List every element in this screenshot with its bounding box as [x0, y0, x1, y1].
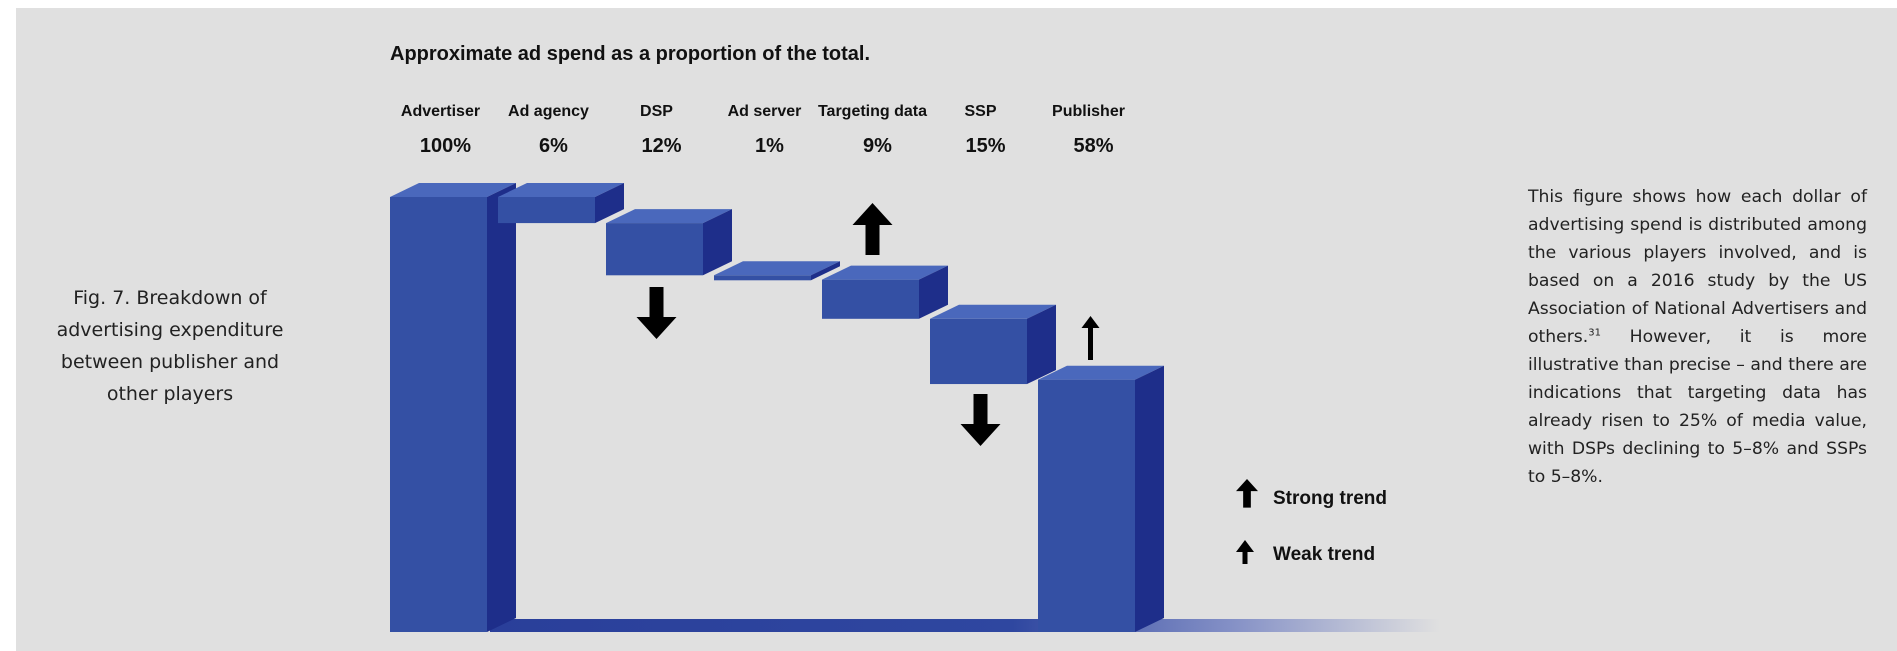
bar-ad-server — [714, 261, 840, 281]
category-label: SSP — [964, 103, 996, 120]
bar-publisher-front — [1038, 379, 1135, 632]
bar-ssp-front — [930, 318, 1027, 385]
legend-strong-trend-label: Strong trend — [1273, 488, 1387, 509]
bar-dsp-side — [703, 209, 732, 276]
bar-ad-agency-side — [595, 183, 624, 224]
chart-title: Approximate ad spend as a proportion of … — [390, 43, 870, 65]
description-text-cont: However, it is more illustrative than pr… — [1528, 327, 1867, 487]
strong-down-arrow-icon — [960, 394, 1001, 446]
value-label: 1% — [755, 135, 784, 157]
bar-advertiser-front — [390, 197, 487, 632]
bar-publisher-top — [1038, 365, 1164, 380]
bar-targeting-data-top — [822, 265, 948, 280]
category-label: Advertiser — [401, 103, 480, 120]
bar-ssp-side — [1027, 304, 1056, 385]
strong-down-arrow-icon — [636, 287, 677, 339]
bar-ad-agency-front — [498, 197, 595, 224]
bar-publisher-side — [1135, 365, 1164, 632]
weak-up-arrow-icon — [1081, 316, 1100, 360]
footnote-marker: 31 — [1588, 327, 1601, 339]
bar-ssp-top — [930, 304, 1056, 319]
bar-ad-server-top — [714, 261, 840, 276]
description-text: This figure shows how each dollar of adv… — [1528, 187, 1867, 347]
bar-publisher — [1038, 365, 1164, 632]
bar-advertiser-side — [487, 183, 516, 632]
bar-targeting-data — [822, 265, 948, 319]
legend-strong-trend-icon — [1236, 479, 1258, 508]
value-label: 100% — [420, 135, 471, 157]
bar-targeting-data-side — [919, 265, 948, 319]
bar-ad-agency-top — [498, 183, 624, 197]
bar-ad-server-front — [714, 275, 811, 281]
bar-advertiser-top — [390, 183, 516, 197]
category-label: Publisher — [1052, 103, 1125, 120]
figure-description: This figure shows how each dollar of adv… — [1528, 183, 1867, 491]
legend-weak-trend-icon — [1236, 540, 1254, 564]
bar-ssp — [930, 304, 1056, 385]
value-label: 6% — [539, 135, 568, 157]
figure-caption: Fig. 7. Breakdown of advertising expendi… — [56, 287, 284, 405]
legend-weak-trend-label: Weak trend — [1273, 544, 1375, 565]
bar-dsp-top — [606, 209, 732, 224]
bar-ad-server-side — [811, 261, 840, 281]
strong-up-arrow-icon — [852, 203, 893, 255]
category-label: Ad server — [728, 103, 802, 120]
value-label: 12% — [641, 135, 681, 157]
bar-advertiser — [390, 183, 516, 632]
category-label: Targeting data — [818, 103, 927, 120]
value-label: 58% — [1073, 135, 1113, 157]
category-label: Ad agency — [508, 103, 589, 120]
bar-dsp — [606, 209, 732, 276]
value-label: 9% — [863, 135, 892, 157]
bar-ad-agency — [498, 183, 624, 224]
value-label: 15% — [965, 135, 1005, 157]
chart-floor — [490, 619, 1440, 632]
bar-targeting-data-front — [822, 279, 919, 319]
bar-dsp-front — [606, 223, 703, 276]
category-label: DSP — [640, 103, 673, 120]
